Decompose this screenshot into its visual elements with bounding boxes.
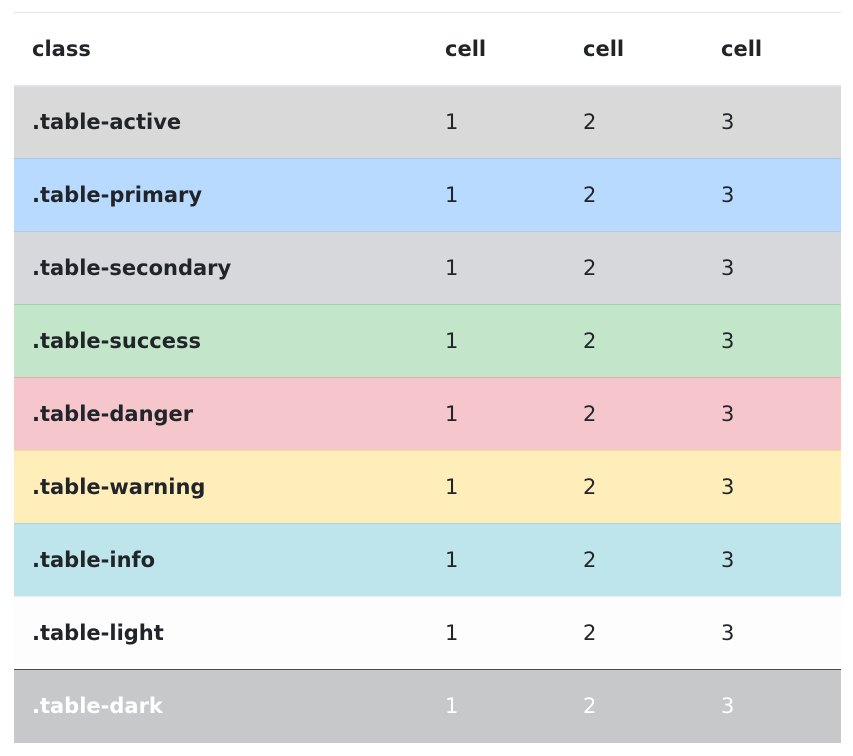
row-cell-3: 3 [703,523,841,597]
row-cell-1: 1 [427,304,565,378]
row-cell-1: 1 [427,596,565,670]
row-class-label: .table-secondary [14,231,427,305]
contextual-classes-table-container: class cell cell cell .table-active 1 2 3… [14,12,841,743]
row-class-label: .table-dark [14,669,427,743]
table-row-secondary: .table-secondary 1 2 3 [14,231,841,305]
row-cell-1: 1 [427,377,565,451]
row-class-label: .table-light [14,596,427,670]
table-row-primary: .table-primary 1 2 3 [14,158,841,232]
row-cell-3: 3 [703,450,841,524]
header-cell-3: cell [703,12,841,87]
row-cell-3: 3 [703,596,841,670]
row-cell-2: 2 [565,596,703,670]
row-cell-2: 2 [565,523,703,597]
row-cell-3: 3 [703,85,841,159]
table-header: class cell cell cell [14,12,841,87]
row-cell-2: 2 [565,231,703,305]
row-class-label: .table-success [14,304,427,378]
row-cell-3: 3 [703,304,841,378]
row-cell-3: 3 [703,231,841,305]
table-row-dark: .table-dark 1 2 3 [14,669,841,743]
table-row-success: .table-success 1 2 3 [14,304,841,378]
row-cell-3: 3 [703,377,841,451]
row-cell-2: 2 [565,450,703,524]
row-class-label: .table-danger [14,377,427,451]
table-row-info: .table-info 1 2 3 [14,523,841,597]
table-row-danger: .table-danger 1 2 3 [14,377,841,451]
table-row-active: .table-active 1 2 3 [14,85,841,159]
row-cell-1: 1 [427,85,565,159]
row-cell-2: 2 [565,377,703,451]
table-body: .table-active 1 2 3 .table-primary 1 2 3… [14,85,841,743]
header-row: class cell cell cell [14,12,841,87]
row-cell-1: 1 [427,231,565,305]
row-cell-2: 2 [565,304,703,378]
row-cell-1: 1 [427,669,565,743]
row-cell-3: 3 [703,669,841,743]
row-cell-3: 3 [703,158,841,232]
header-cell-1: cell [427,12,565,87]
row-cell-2: 2 [565,158,703,232]
table-row-warning: .table-warning 1 2 3 [14,450,841,524]
row-cell-1: 1 [427,158,565,232]
row-class-label: .table-primary [14,158,427,232]
row-cell-2: 2 [565,85,703,159]
row-cell-1: 1 [427,450,565,524]
row-class-label: .table-active [14,85,427,159]
header-class: class [14,12,427,87]
row-class-label: .table-warning [14,450,427,524]
row-class-label: .table-info [14,523,427,597]
table-row-light: .table-light 1 2 3 [14,596,841,670]
row-cell-1: 1 [427,523,565,597]
row-cell-2: 2 [565,669,703,743]
header-cell-2: cell [565,12,703,87]
contextual-classes-table: class cell cell cell .table-active 1 2 3… [14,12,841,743]
